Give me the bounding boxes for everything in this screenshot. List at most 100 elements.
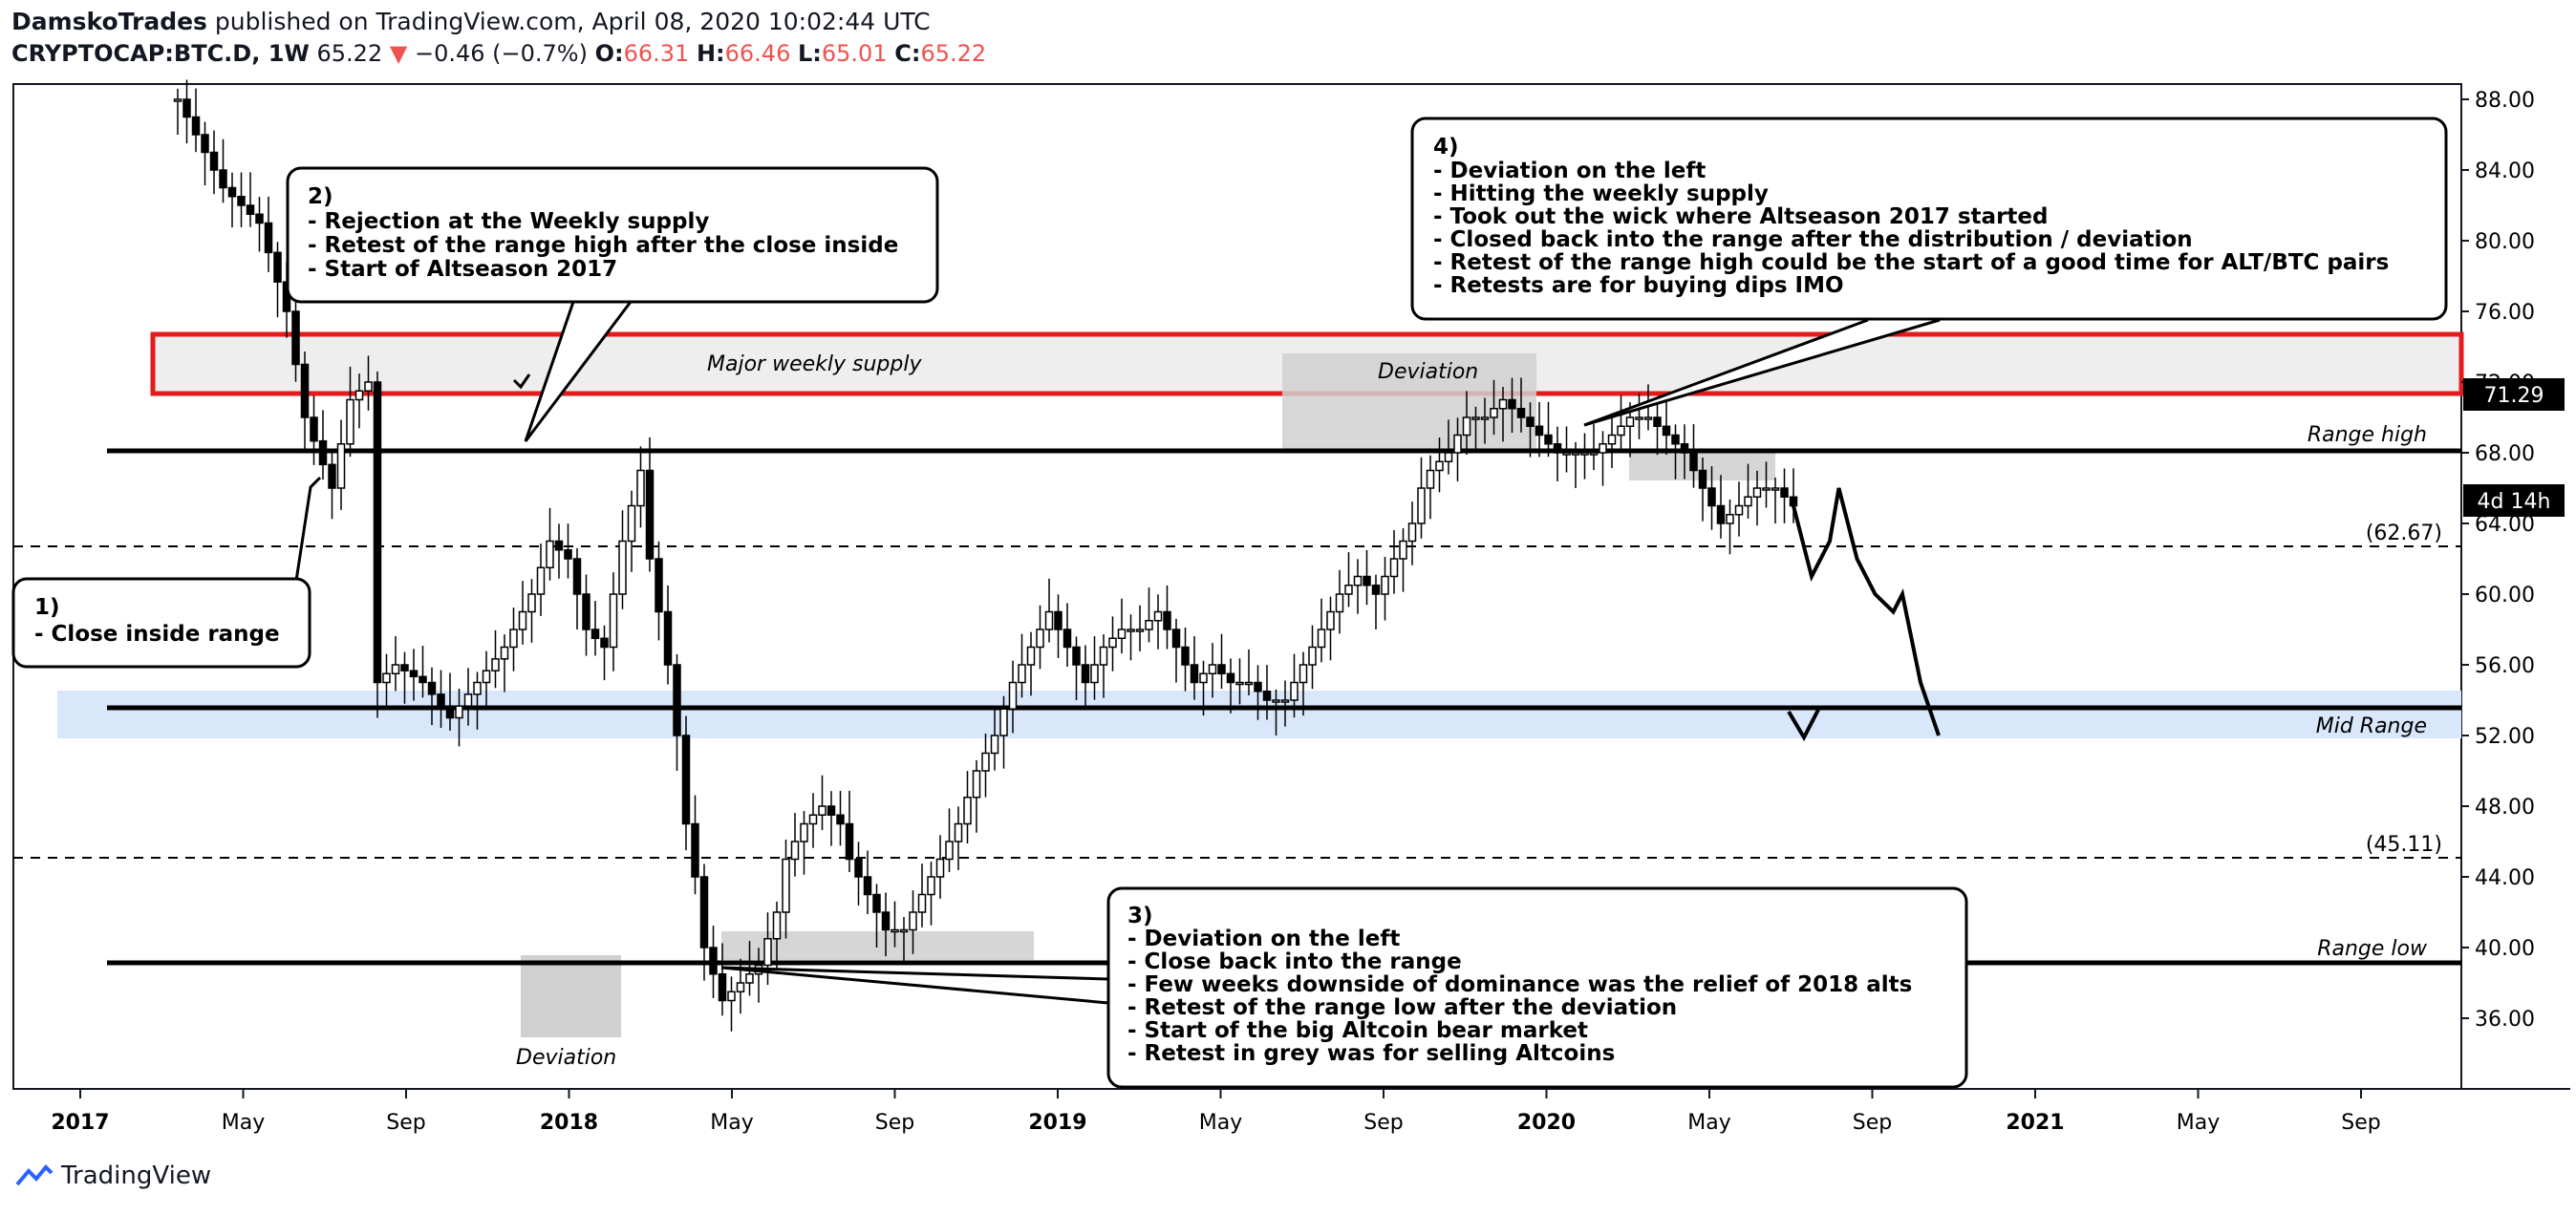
checkmark-icon bbox=[512, 373, 531, 390]
candle-body bbox=[1081, 664, 1090, 684]
callout-3-line: - Retest of the range low after the devi… bbox=[1127, 995, 1677, 1020]
countdown-badge-text: 4d 14h bbox=[2478, 490, 2551, 514]
candle-body bbox=[1199, 672, 1208, 684]
candle-body bbox=[173, 98, 182, 102]
candle-body bbox=[1571, 452, 1580, 456]
candle-body bbox=[1625, 416, 1635, 427]
candle-body bbox=[182, 98, 191, 118]
candle-body bbox=[237, 196, 246, 206]
candle-body bbox=[1462, 416, 1471, 437]
x-tick-label: May bbox=[1687, 1111, 1730, 1135]
y-tick-label: 88.00 bbox=[2475, 89, 2535, 113]
candle-body bbox=[300, 363, 310, 418]
candle-body bbox=[1744, 496, 1752, 507]
candle-body bbox=[1471, 416, 1480, 420]
candle-body bbox=[1407, 522, 1417, 543]
candle-body bbox=[318, 439, 328, 466]
candle-body bbox=[346, 398, 354, 445]
candle-body bbox=[954, 822, 963, 842]
candle-body bbox=[800, 822, 808, 842]
candle-body bbox=[473, 681, 482, 695]
x-tick-label: 2021 bbox=[2006, 1111, 2064, 1135]
candle-body bbox=[419, 675, 427, 684]
candle-body bbox=[1389, 558, 1399, 578]
candle-body bbox=[527, 593, 536, 613]
down-arrow-icon: ▼ bbox=[389, 40, 408, 67]
candle-body bbox=[1254, 681, 1262, 693]
candle-body bbox=[1171, 629, 1181, 649]
candle-body bbox=[409, 670, 419, 678]
candle-body bbox=[400, 664, 409, 671]
candle-body bbox=[782, 858, 790, 913]
candle-body bbox=[364, 381, 373, 392]
candle-body bbox=[981, 752, 990, 772]
callout-2-line: - Start of Altseason 2017 bbox=[308, 257, 617, 282]
candle-body bbox=[1671, 434, 1680, 445]
candle-body bbox=[681, 735, 691, 825]
candle-body bbox=[1490, 408, 1498, 418]
y-tick-label: 36.00 bbox=[2475, 1008, 2535, 1032]
candle-body bbox=[582, 593, 590, 630]
candle-body bbox=[1072, 646, 1081, 666]
callout-3-text: 3) - Deviation on the left - Close back … bbox=[1127, 904, 1920, 1066]
tradingview-logo[interactable]: TradingView bbox=[13, 1162, 211, 1190]
candle-body bbox=[590, 629, 600, 639]
y-tick-label: 80.00 bbox=[2475, 230, 2535, 254]
candle-body bbox=[1726, 514, 1734, 524]
callout-3-box bbox=[1106, 886, 1968, 1089]
candle-body bbox=[1780, 487, 1789, 498]
candle-body bbox=[1026, 646, 1036, 666]
candle-body bbox=[763, 938, 772, 967]
publish-text: published on TradingView.com, April 08, … bbox=[214, 8, 931, 35]
candle-body bbox=[1553, 443, 1562, 454]
author-name[interactable]: DamskoTrades bbox=[11, 8, 207, 35]
price-change: −0.46 (−0.7%) bbox=[414, 40, 588, 67]
candle-body bbox=[636, 469, 645, 507]
candle-body bbox=[219, 169, 227, 189]
candle-body bbox=[808, 814, 818, 825]
candle-body bbox=[609, 593, 618, 649]
candle-body bbox=[1580, 452, 1589, 456]
high-value: 66.46 bbox=[724, 40, 791, 67]
callout-2-line: 2) bbox=[308, 184, 333, 209]
candle-body bbox=[1299, 664, 1308, 684]
candle-body bbox=[1689, 452, 1698, 472]
candle-body bbox=[191, 116, 201, 136]
callout-1-line: 1) bbox=[34, 595, 60, 620]
callout-3-line: - Start of the big Altcoin bear market bbox=[1127, 1018, 1588, 1043]
projection-arrow-icon bbox=[1787, 709, 1820, 742]
candle-body bbox=[1762, 487, 1771, 491]
candle-body bbox=[1217, 664, 1226, 674]
supply-label: Major weekly supply bbox=[707, 352, 922, 376]
range-high-label: Range high bbox=[2308, 423, 2427, 447]
candle-body bbox=[1235, 681, 1244, 686]
callout-1-text: 1) - Close inside range bbox=[34, 595, 280, 647]
candle-body bbox=[718, 973, 727, 1002]
low-label: L: bbox=[798, 40, 822, 67]
price-axis[interactable]: 88.0084.0080.0076.0072.0068.0064.0060.00… bbox=[2461, 89, 2535, 1032]
candle-body bbox=[1435, 460, 1444, 472]
callout-4-line: - Hitting the weekly supply bbox=[1433, 181, 1769, 206]
candle-body bbox=[1526, 416, 1535, 427]
candle-body bbox=[899, 928, 909, 933]
cloud-icon bbox=[15, 1164, 54, 1186]
candle-body bbox=[673, 664, 681, 736]
y-tick-label: 76.00 bbox=[2475, 301, 2535, 325]
candle-body bbox=[1344, 585, 1353, 595]
candle-body bbox=[1063, 629, 1072, 649]
time-axis[interactable]: 2017 May Sep 2018 May Sep 2019 May Sep 2020 May Sep… bbox=[51, 1089, 2381, 1135]
candle-body bbox=[1090, 664, 1099, 684]
y-tick-label: 44.00 bbox=[2475, 866, 2535, 890]
candle-body bbox=[518, 610, 527, 630]
callout-4-line: 4) bbox=[1433, 135, 1459, 160]
candle-body bbox=[264, 222, 273, 254]
mid-range-band bbox=[57, 691, 2461, 738]
callout-2-text: 2) - Rejection at the Weekly supply - Re… bbox=[308, 184, 906, 282]
candle-body bbox=[1789, 496, 1798, 507]
candle-body bbox=[1226, 672, 1235, 684]
candle-body bbox=[1635, 416, 1643, 420]
candle-body bbox=[1680, 443, 1689, 454]
candle-body bbox=[1707, 487, 1716, 507]
candle-body bbox=[645, 469, 655, 560]
